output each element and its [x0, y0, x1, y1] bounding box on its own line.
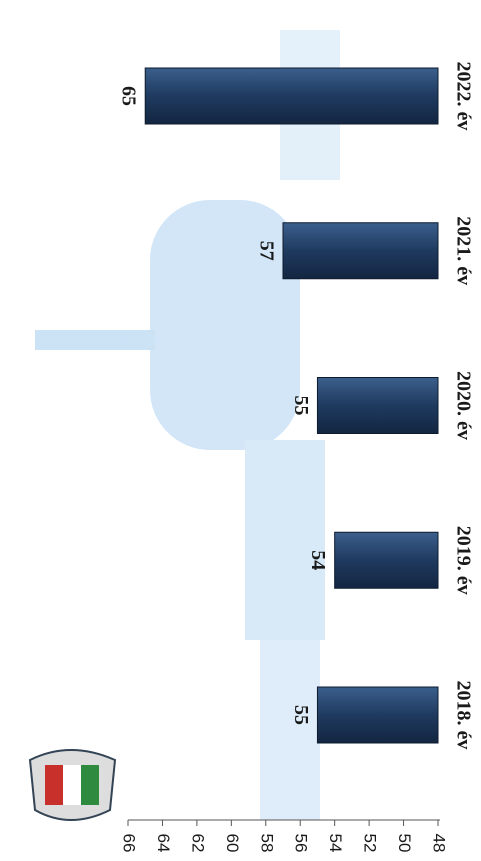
y-tick-label: 56	[292, 834, 311, 853]
x-tick-label: 2019. év	[452, 526, 474, 595]
value-label: 57	[255, 241, 277, 261]
x-tick-label: 2020. év	[452, 371, 474, 440]
y-tick-label: 66	[120, 834, 139, 853]
value-label: 55	[290, 705, 312, 725]
value-label: 55	[290, 396, 312, 416]
value-label: 54	[307, 550, 329, 570]
y-tick-label: 64	[154, 834, 173, 853]
value-label: 65	[118, 86, 140, 106]
bar	[316, 686, 439, 744]
y-tick-label: 62	[188, 834, 207, 853]
y-tick-label: 50	[395, 834, 414, 853]
logo	[28, 749, 117, 821]
x-tick-label: 2021. év	[452, 216, 474, 285]
y-tick-label: 58	[257, 834, 276, 853]
y-tick-label: 60	[223, 834, 242, 853]
y-tick-label: 54	[326, 834, 345, 853]
bar	[316, 377, 439, 434]
bar	[334, 531, 439, 589]
bar	[282, 222, 439, 280]
bar	[144, 67, 439, 125]
y-tick-label: 48	[430, 834, 449, 853]
y-tick-label: 52	[361, 834, 380, 853]
x-tick-label: 2022. év	[452, 62, 474, 131]
x-tick-label: 2018. év	[452, 681, 474, 750]
